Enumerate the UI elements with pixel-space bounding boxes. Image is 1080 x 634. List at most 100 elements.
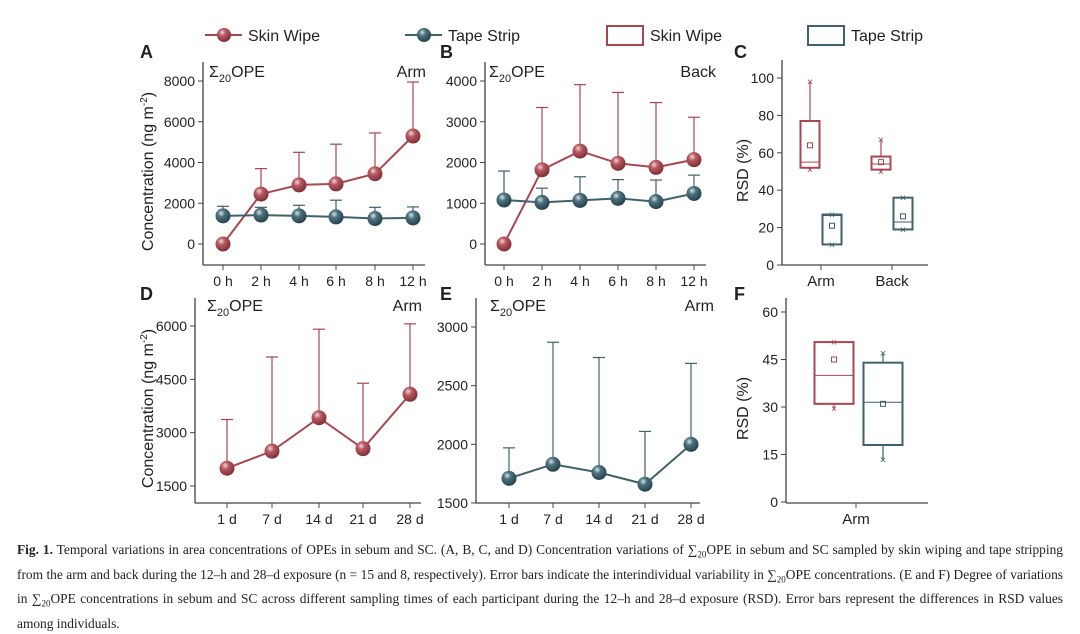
panel-title: Σ20OPE [490, 298, 546, 319]
title-sub: 20 [499, 73, 511, 85]
data-point [328, 176, 344, 192]
y-tick-label: 0 [766, 257, 774, 273]
data-point [328, 209, 344, 225]
y-tick-label: 0 [469, 236, 477, 252]
series-line [503, 150, 695, 245]
x-tick-label: 4 h [570, 273, 589, 289]
outlier-x-marker: × [807, 77, 813, 89]
x-tick-label: 0 h [213, 273, 232, 289]
box-tape-back: ×× [892, 193, 914, 236]
y-tick-label: 40 [758, 182, 774, 198]
caption-text: OPE in sebum and SC sampled by skin wipi… [17, 542, 1063, 582]
y-tick-label: 60 [762, 304, 778, 320]
panel-title: Σ20OPE [207, 298, 263, 319]
outlier-x-marker: × [829, 239, 835, 251]
mean-marker [829, 222, 835, 229]
data-point [311, 410, 327, 426]
outlier-x-marker: × [880, 454, 886, 466]
x-tick-label: 12 h [680, 273, 707, 289]
title-sub: 20 [500, 307, 512, 319]
series-line [222, 135, 414, 245]
x-tick-label: 21 d [349, 511, 376, 527]
tape-strip-marker-icon [417, 28, 431, 42]
outlier-x-marker: × [900, 224, 906, 236]
y-tick-label: 0 [770, 494, 778, 510]
iqr-box [821, 213, 843, 246]
y-tick-label: 8000 [164, 73, 195, 89]
caption-subscript: 20 [776, 574, 786, 585]
panel-letter: F [734, 284, 745, 304]
y-tick-label: 2000 [437, 436, 468, 452]
y-tick-label: 100 [751, 70, 775, 86]
y-tick-label: 20 [758, 220, 774, 236]
panel-letter: A [140, 42, 153, 62]
y-tick-label: 6000 [164, 114, 195, 130]
outlier-x-marker: × [878, 135, 884, 147]
x-tick-label: 21 d [631, 511, 658, 527]
title-sigma: Σ [207, 298, 217, 315]
series-line [222, 214, 414, 220]
outlier-x-marker: × [831, 337, 837, 349]
x-tick-label: 8 h [646, 273, 665, 289]
y-axis-label-text: Concentration (ng m [140, 343, 157, 488]
y-tick-label: 1500 [437, 495, 468, 511]
data-point [648, 159, 664, 175]
data-point [405, 210, 421, 226]
panel-title: Σ20OPE [209, 64, 265, 85]
figure-caption: Fig. 1. Temporal variations in area conc… [17, 540, 1063, 634]
y-tick-label: 3000 [446, 114, 477, 130]
data-point [496, 192, 512, 208]
data-point [686, 185, 702, 201]
y-tick-label: 60 [758, 145, 774, 161]
outlier-x-marker: × [831, 404, 837, 416]
legend-skin-wipe-line: Skin Wipe [205, 28, 320, 45]
data-point [610, 190, 626, 206]
legend-label: Tape Strip [851, 28, 923, 45]
x-tick-label: 14 d [585, 511, 612, 527]
y-tick-label: 15 [762, 447, 778, 463]
series-skin [219, 323, 418, 476]
panel-a: A 0 2000 4000 6000 8000 Concentration (ng m-2)… [139, 42, 427, 289]
x-tick-label: 6 h [608, 273, 627, 289]
data-point [637, 476, 653, 492]
y-tick-label: 4000 [446, 73, 477, 89]
panel-site-label: Arm [685, 298, 714, 315]
data-point [215, 208, 231, 224]
x-tick-label: Arm [842, 511, 870, 528]
box-skin-back: ×× [870, 135, 892, 179]
x-tick-label: 7 d [543, 511, 562, 527]
title-sigma: Σ [209, 64, 219, 81]
series-line [503, 192, 695, 204]
y-tick-label: 0 [187, 236, 195, 252]
caption-label: Fig. 1. [17, 542, 53, 557]
x-tick-label: Arm [807, 273, 835, 290]
caption-text: OPE concentrations. (E and F) Degree of … [17, 566, 1064, 607]
panel-b: B 0 1000 2000 3000 4000 Σ20OPE Back 0 h 2 h 4 h 6 h… [440, 42, 717, 289]
mean-marker [831, 356, 837, 363]
y-axis-label-sup: -2 [139, 97, 150, 106]
mean-marker [880, 400, 886, 407]
x-tick-label: 14 d [305, 511, 332, 527]
data-point [291, 177, 307, 193]
y-axis-label: Concentration (ng m-2) [139, 329, 157, 488]
data-point [215, 236, 231, 252]
outlier-x-marker: × [829, 210, 835, 222]
title-rest: OPE [229, 298, 263, 315]
data-point [648, 194, 664, 210]
legend-skin-wipe-box: Skin Wipe [606, 25, 722, 46]
data-point [534, 162, 550, 178]
y-tick-label: 2000 [446, 155, 477, 171]
data-point [534, 194, 550, 210]
data-point [402, 386, 418, 402]
panel-site-label: Arm [393, 298, 422, 315]
title-rest: OPE [231, 64, 265, 81]
data-point [253, 186, 269, 202]
outlier-x-marker: × [807, 165, 813, 177]
mean-marker [900, 213, 906, 220]
iqr-box [813, 341, 855, 405]
title-sigma: Σ [489, 64, 499, 81]
legend-label: Skin Wipe [248, 28, 320, 45]
panel-letter: C [734, 42, 747, 62]
x-tick-label: 1 d [217, 511, 236, 527]
series-tape [496, 170, 702, 210]
